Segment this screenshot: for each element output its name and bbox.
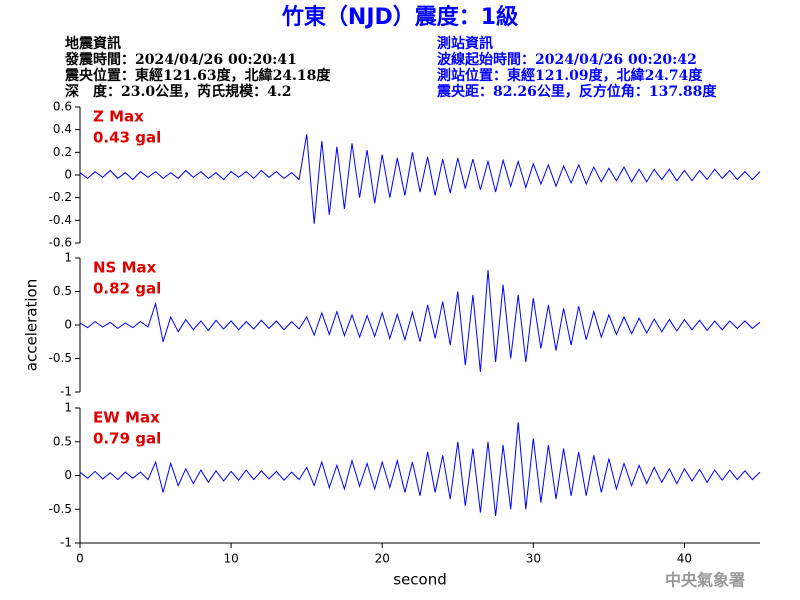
x-tick-label: 0	[76, 552, 84, 566]
waveform	[79, 134, 761, 224]
waveform	[79, 422, 761, 517]
x-tick-label: 20	[375, 552, 390, 566]
y-tick-label: 0	[64, 468, 72, 482]
info-line: 震央位置：東經121.63度，北緯24.18度	[64, 67, 331, 84]
info-line: 測站位置：東經121.09度，北緯24.74度	[437, 67, 703, 84]
info-line: 深 度：23.0公里，芮氏規模：4.2	[65, 83, 291, 100]
title: 竹東（NJD）震度：1級	[281, 4, 518, 30]
y-tick-label: -1	[60, 385, 72, 399]
annotation: NS Max	[93, 259, 157, 277]
y-tick-label: 0.5	[53, 434, 72, 448]
waveform	[79, 270, 761, 372]
y-tick-label: -0.5	[49, 502, 72, 516]
info-line: 地震資訊	[65, 35, 121, 52]
y-tick-label: 1	[64, 251, 72, 265]
footer: 中央氣象署	[665, 571, 745, 590]
info-line: 波線起始時間：2024/04/26 00:20:42	[437, 51, 697, 68]
x-tick-label: 30	[526, 552, 541, 566]
y-tick-label: -0.2	[49, 190, 72, 204]
y-tick-label: 0	[64, 318, 72, 332]
annotation: 0.79 gal	[93, 430, 161, 448]
y-tick-label: -0.6	[49, 236, 72, 250]
y-tick-label: 1	[64, 401, 72, 415]
annotation: EW Max	[93, 409, 160, 427]
y-tick-label: 0	[64, 168, 72, 182]
annotation: 0.43 gal	[93, 129, 161, 147]
y-tick-label: -0.4	[49, 213, 72, 227]
info-line: 發震時間：2024/04/26 00:20:41	[64, 51, 297, 68]
annotation: Z Max	[93, 108, 144, 126]
y-tick-label: 0.4	[53, 122, 72, 136]
x-axis-label: second	[393, 571, 447, 589]
x-tick-label: 40	[677, 552, 692, 566]
y-tick-label: 0.2	[53, 145, 72, 159]
y-tick-label: 0.5	[53, 284, 72, 298]
info-line: 震央距：82.26公里，反方位角：137.88度	[436, 83, 717, 100]
y-tick-label: -0.5	[49, 351, 72, 365]
y-tick-label: 0.6	[53, 100, 72, 114]
y-axis-label: acceleration	[23, 279, 41, 371]
info-line: 測站資訊	[437, 35, 493, 52]
x-tick-label: 10	[223, 552, 238, 566]
y-tick-label: -1	[60, 536, 72, 550]
annotation: 0.82 gal	[93, 280, 161, 298]
